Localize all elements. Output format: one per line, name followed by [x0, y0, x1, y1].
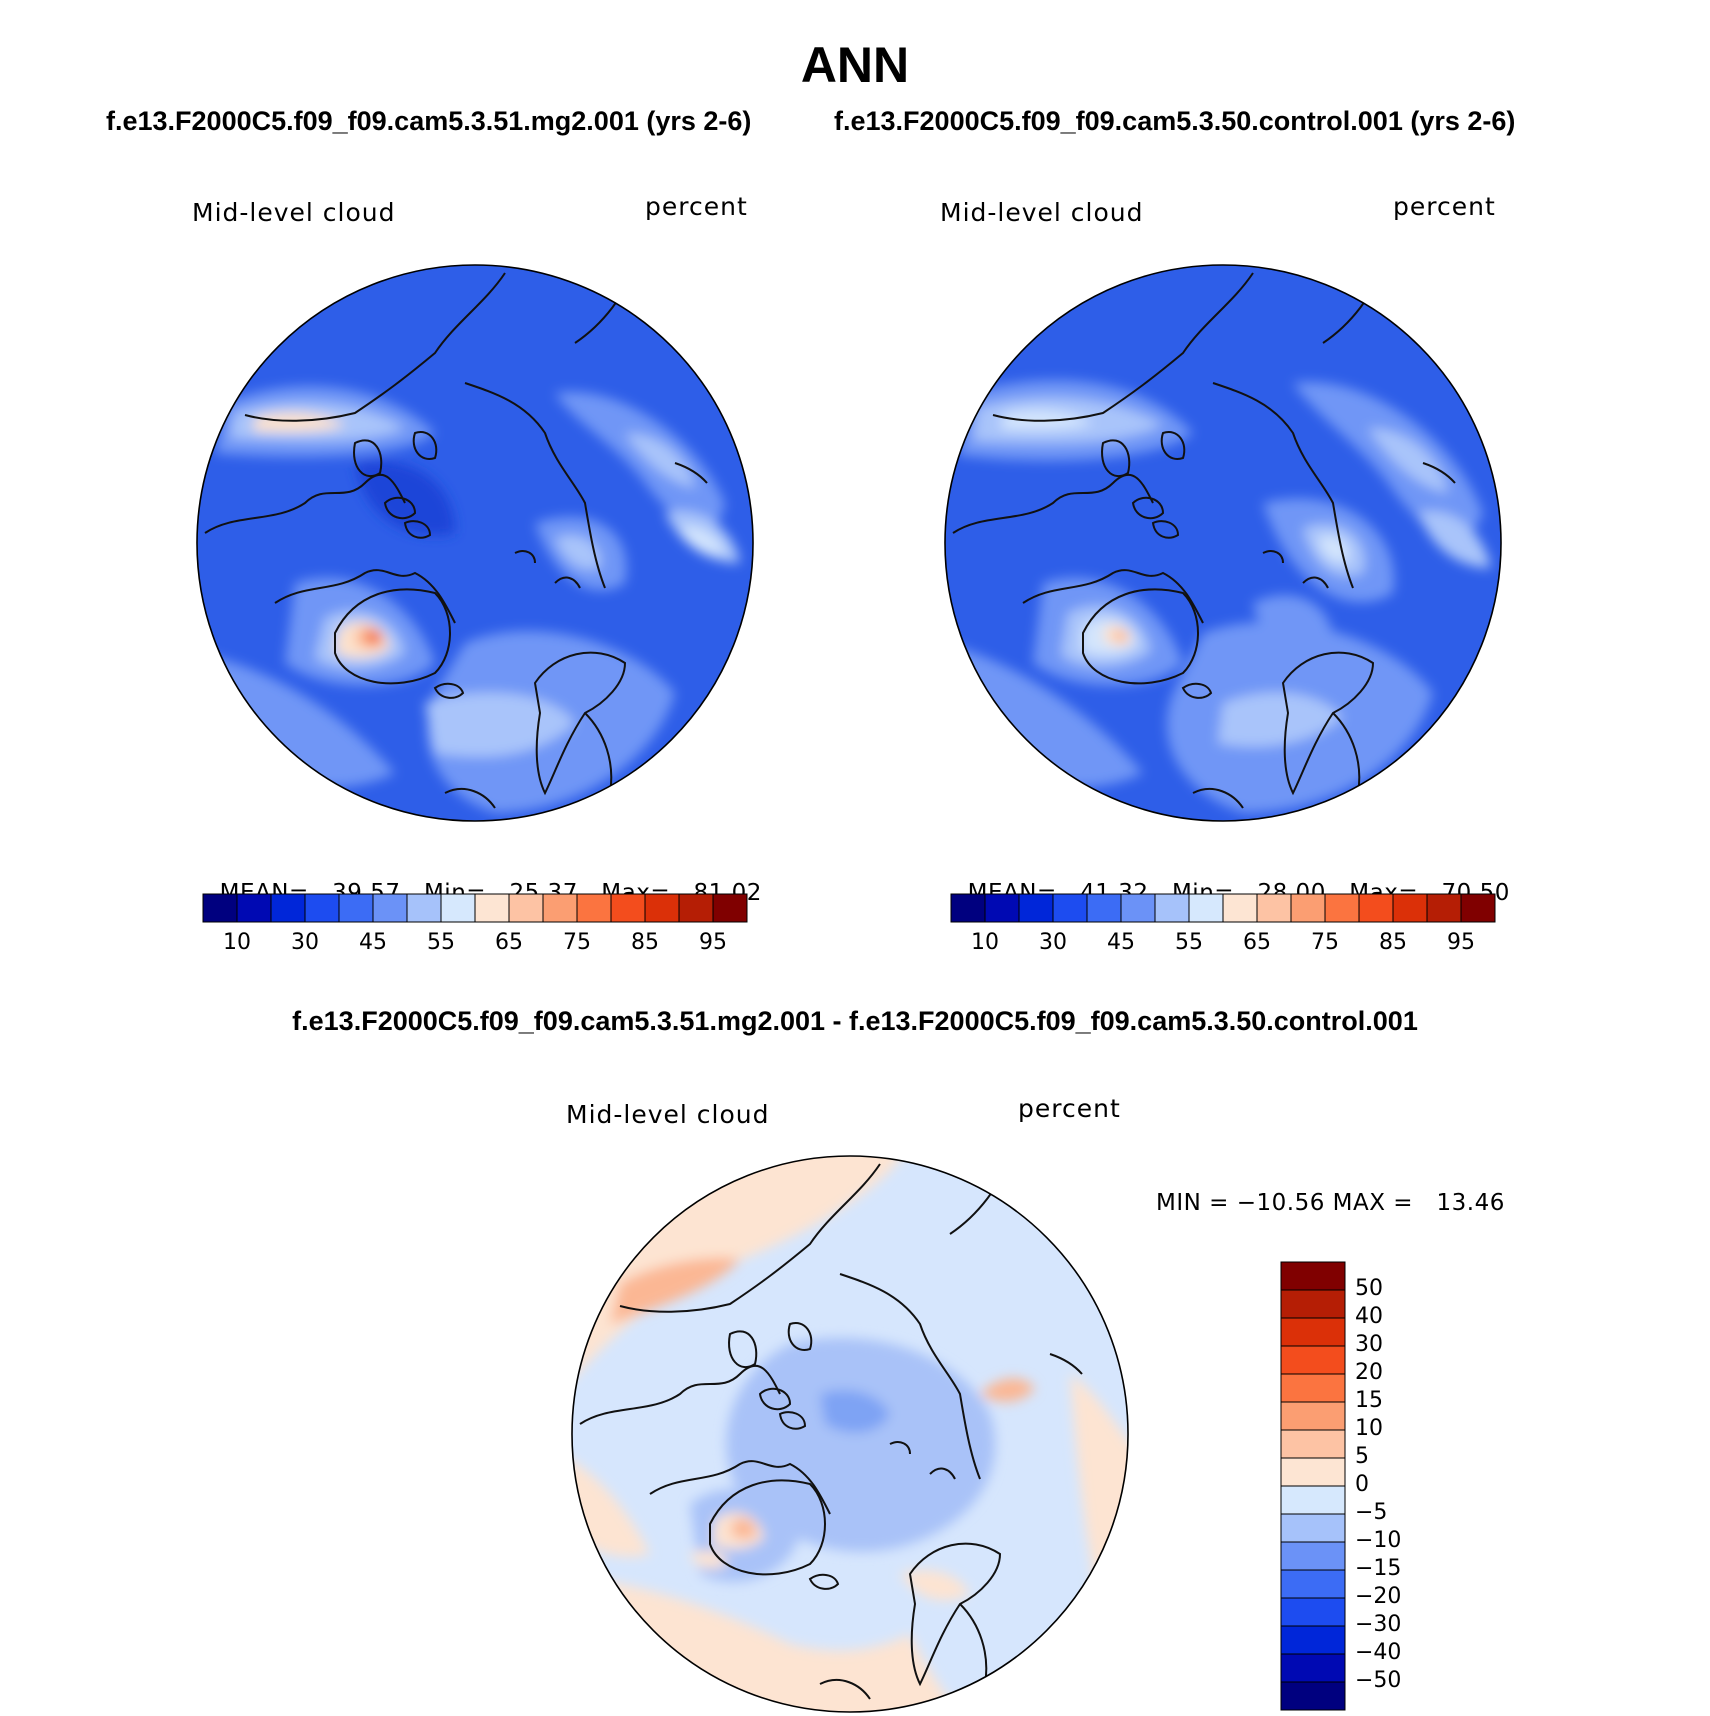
colorbar-tick-label: 20	[1355, 1360, 1383, 1385]
diff-title: f.e13.F2000C5.f09_f09.cam5.3.51.mg2.001 …	[292, 1006, 1418, 1036]
case2-title: f.e13.F2000C5.f09_f09.cam5.3.50.control.…	[834, 106, 1516, 136]
colorbar-swatch	[440, 893, 476, 923]
colorbar-swatch	[372, 893, 408, 923]
colorbar-tick-label: 0	[1355, 1472, 1369, 1497]
colorbar-swatch	[406, 893, 442, 923]
colorbar-swatch	[1154, 893, 1190, 923]
colorbar-tick-label: 30	[291, 930, 319, 955]
colorbar-swatch	[644, 893, 680, 923]
colorbar-swatch	[270, 893, 306, 923]
colorbar-tick-label: −40	[1355, 1640, 1402, 1665]
colorbar-swatch	[1280, 1569, 1346, 1599]
colorbar-tick-label: 65	[495, 930, 523, 955]
colorbar-tick-label: 65	[1243, 930, 1271, 955]
diff-variable-label: Mid-level cloud	[566, 1100, 770, 1129]
colorbar-swatch	[1018, 893, 1054, 923]
colorbar-swatch	[1280, 1653, 1346, 1683]
colorbar-swatch	[1280, 1429, 1346, 1459]
colorbar-swatch	[508, 893, 544, 923]
colorbar-swatch	[1280, 1317, 1346, 1347]
colorbar-panel2-ticks: 10 30 45 55 65 75 85 95	[951, 930, 1495, 960]
colorbar-tick-label: 40	[1355, 1304, 1383, 1329]
colorbar-swatch	[1460, 893, 1496, 923]
colorbar-tick-label: 45	[1107, 930, 1135, 955]
colorbar-swatch	[1280, 1625, 1346, 1655]
colorbar-tick-label: 55	[1175, 930, 1203, 955]
diff-units-label: percent	[1018, 1094, 1121, 1123]
colorbar-swatch	[1426, 893, 1462, 923]
colorbar-swatch	[474, 893, 510, 923]
panel1-units-label: percent	[645, 192, 748, 221]
colorbar-swatch	[1222, 893, 1258, 923]
colorbar-tick-label: 75	[563, 930, 591, 955]
colorbar-tick-label: 95	[699, 930, 727, 955]
colorbar-swatch	[1280, 1541, 1346, 1571]
colorbar-swatch	[304, 893, 340, 923]
colorbar-panel1-ticks: 10 30 45 55 65 75 85 95	[203, 930, 747, 960]
colorbar-swatch	[1358, 893, 1394, 923]
colorbar-swatch	[542, 893, 578, 923]
colorbar-tick-label: 75	[1311, 930, 1339, 955]
colorbar-tick-label: −30	[1355, 1612, 1402, 1637]
colorbar-swatch	[1392, 893, 1428, 923]
colorbar-swatch	[338, 893, 374, 923]
panel2-variable-label: Mid-level cloud	[940, 198, 1144, 227]
map-panel1	[196, 264, 754, 822]
colorbar-swatch	[678, 893, 714, 923]
colorbar-swatch	[1280, 1513, 1346, 1543]
page-title: ANN	[800, 37, 910, 93]
diff-minmax-text: MIN = −10.56 MAX = 13.46	[1156, 1190, 1505, 1216]
colorbar-swatch	[1280, 1373, 1346, 1403]
panel1-variable-label: Mid-level cloud	[192, 198, 396, 227]
colorbar-panel1	[202, 893, 748, 923]
colorbar-tick-label: 45	[359, 930, 387, 955]
colorbar-swatch	[1086, 893, 1122, 923]
case1-title: f.e13.F2000C5.f09_f09.cam5.3.51.mg2.001 …	[106, 106, 752, 136]
map-diff	[571, 1155, 1129, 1713]
colorbar-swatch	[950, 893, 986, 923]
colorbar-swatch	[1052, 893, 1088, 923]
panel2-units-label: percent	[1393, 192, 1496, 221]
colorbar-swatch	[1280, 1457, 1346, 1487]
colorbar-tick-label: 30	[1039, 930, 1067, 955]
colorbar-swatch	[1290, 893, 1326, 923]
colorbar-swatch	[1120, 893, 1156, 923]
colorbar-swatch	[984, 893, 1020, 923]
colorbar-tick-label: 10	[223, 930, 251, 955]
colorbar-tick-label: −20	[1355, 1584, 1402, 1609]
colorbar-tick-label: 85	[631, 930, 659, 955]
colorbar-swatch	[236, 893, 272, 923]
colorbar-tick-label: −5	[1355, 1500, 1388, 1525]
colorbar-swatch	[610, 893, 646, 923]
colorbar-swatch	[576, 893, 612, 923]
colorbar-tick-label: −15	[1355, 1556, 1402, 1581]
colorbar-tick-label: 55	[427, 930, 455, 955]
colorbar-swatch	[202, 893, 238, 923]
colorbar-swatch	[1280, 1261, 1346, 1291]
colorbar-swatch	[1256, 893, 1292, 923]
colorbar-tick-label: 30	[1355, 1332, 1383, 1357]
colorbar-diff	[1280, 1261, 1346, 1711]
colorbar-swatch	[1280, 1597, 1346, 1627]
map-panel2	[944, 264, 1502, 822]
colorbar-swatch	[1324, 893, 1360, 923]
colorbar-diff-ticks: 50 40 30 20 15 10 5 0 −5 −10 −15 −20 −30 −40 −50	[1355, 1262, 1435, 1710]
colorbar-swatch	[1280, 1345, 1346, 1375]
colorbar-swatch	[1280, 1401, 1346, 1431]
colorbar-panel2	[950, 893, 1496, 923]
colorbar-tick-label: 10	[971, 930, 999, 955]
colorbar-tick-label: 85	[1379, 930, 1407, 955]
colorbar-tick-label: 50	[1355, 1276, 1383, 1301]
colorbar-tick-label: −50	[1355, 1668, 1402, 1693]
colorbar-tick-label: 10	[1355, 1416, 1383, 1441]
colorbar-swatch	[1188, 893, 1224, 923]
colorbar-swatch	[1280, 1681, 1346, 1711]
colorbar-tick-label: 5	[1355, 1444, 1369, 1469]
colorbar-swatch	[1280, 1485, 1346, 1515]
colorbar-tick-label: −10	[1355, 1528, 1402, 1553]
colorbar-swatch	[1280, 1289, 1346, 1319]
colorbar-swatch	[712, 893, 748, 923]
colorbar-tick-label: 95	[1447, 930, 1475, 955]
colorbar-tick-label: 15	[1355, 1388, 1383, 1413]
